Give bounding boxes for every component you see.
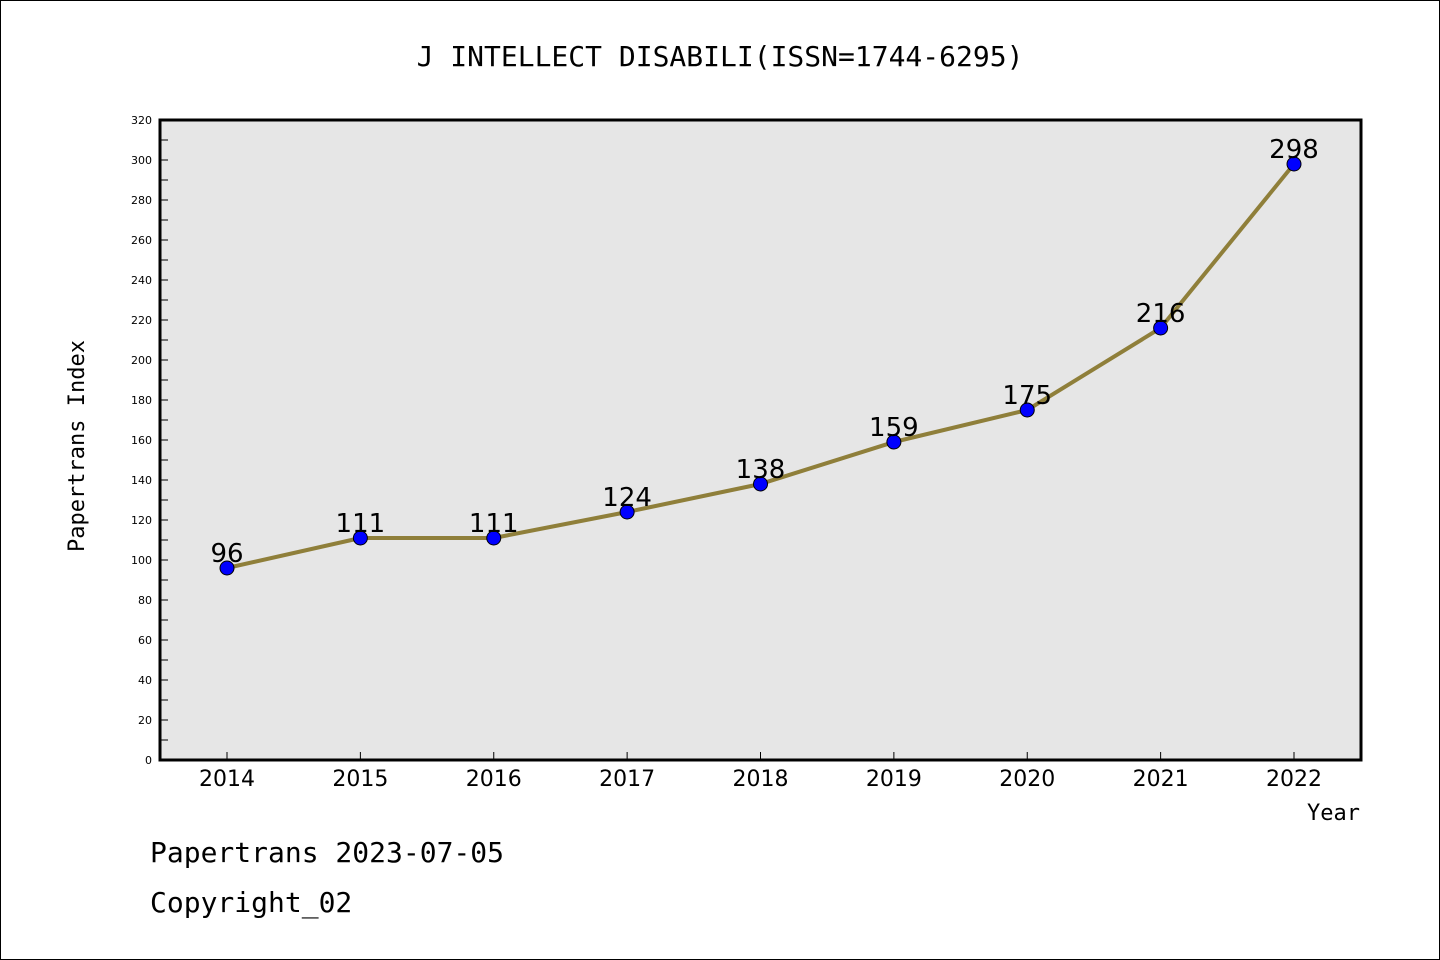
data-point bbox=[886, 434, 902, 450]
data-label: 159 bbox=[869, 413, 919, 443]
y-axis-label: Papertrans Index bbox=[65, 340, 90, 552]
data-label: 216 bbox=[1136, 299, 1186, 329]
footer-copyright: Copyright_02 bbox=[150, 886, 353, 919]
data-label: 124 bbox=[602, 483, 652, 513]
y-tick-label: 60 bbox=[138, 634, 152, 647]
y-tick-label: 280 bbox=[131, 194, 152, 207]
x-tick-label: 2018 bbox=[733, 767, 789, 792]
y-tick-label: 180 bbox=[131, 394, 152, 407]
y-tick-label: 80 bbox=[138, 594, 152, 607]
series-points-group bbox=[219, 156, 1302, 576]
y-tick-label: 220 bbox=[131, 314, 152, 327]
y-tick-label: 320 bbox=[131, 114, 152, 127]
data-point bbox=[352, 530, 368, 546]
data-point bbox=[1019, 402, 1035, 418]
data-label: 298 bbox=[1269, 135, 1319, 165]
data-label: 138 bbox=[736, 455, 786, 485]
y-tick-label: 140 bbox=[131, 474, 152, 487]
y-tick-label: 100 bbox=[131, 554, 152, 567]
x-tick-label: 2014 bbox=[199, 767, 255, 792]
plot-area bbox=[158, 118, 1363, 762]
x-tick-label: 2017 bbox=[599, 767, 655, 792]
data-point bbox=[1153, 320, 1169, 336]
data-label: 96 bbox=[210, 539, 243, 569]
x-tick-label: 2016 bbox=[466, 767, 522, 792]
data-point bbox=[619, 504, 635, 520]
y-axis: 0 20 40 60 80 100 120 140 160 180 200 220 240 260 280 3… bbox=[131, 114, 168, 767]
data-point bbox=[219, 560, 235, 576]
x-tick-label: 2020 bbox=[999, 767, 1055, 792]
data-labels-group: 96 111 111 124 138 159 175 216 298 bbox=[210, 135, 1318, 569]
data-label: 175 bbox=[1002, 381, 1052, 411]
x-tick-label: 2022 bbox=[1266, 767, 1322, 792]
data-label: 111 bbox=[336, 509, 386, 539]
x-tick-label: 2021 bbox=[1133, 767, 1189, 792]
data-point bbox=[1286, 156, 1302, 172]
y-tick-label: 0 bbox=[145, 754, 152, 767]
x-tick-label: 2015 bbox=[332, 767, 388, 792]
data-point bbox=[486, 530, 502, 546]
chart-title: J INTELLECT DISABILI(ISSN=1744-6295) bbox=[417, 40, 1024, 73]
y-tick-label: 200 bbox=[131, 354, 152, 367]
data-label: 111 bbox=[469, 509, 519, 539]
y-tick-label: 40 bbox=[138, 674, 152, 687]
y-tick-label: 20 bbox=[138, 714, 152, 727]
data-point bbox=[753, 476, 768, 492]
y-tick-label: 120 bbox=[131, 514, 152, 527]
footer-date: Papertrans 2023-07-05 bbox=[150, 836, 505, 869]
x-tick-label: 2019 bbox=[866, 767, 922, 792]
y-tick-label: 240 bbox=[131, 274, 152, 287]
x-axis-label: Year bbox=[1307, 801, 1360, 826]
y-tick-label: 300 bbox=[131, 154, 152, 167]
y-tick-label: 160 bbox=[131, 434, 152, 447]
x-axis: 2014 2015 2016 2017 2018 2019 2020 2021 2022 bbox=[199, 752, 1322, 792]
y-tick-label: 260 bbox=[131, 234, 152, 247]
